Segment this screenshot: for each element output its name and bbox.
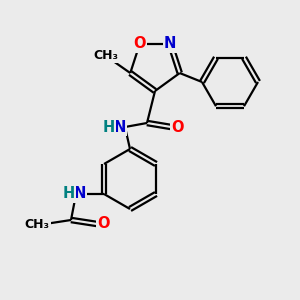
Text: O: O	[97, 217, 109, 232]
Text: N: N	[114, 119, 126, 134]
Text: CH₃: CH₃	[25, 218, 50, 230]
Text: CH₃: CH₃	[94, 49, 119, 62]
Text: H: H	[103, 119, 115, 134]
Text: O: O	[134, 37, 146, 52]
Text: N: N	[74, 187, 86, 202]
Text: O: O	[171, 119, 183, 134]
Text: H: H	[63, 187, 75, 202]
Text: N: N	[164, 37, 176, 52]
